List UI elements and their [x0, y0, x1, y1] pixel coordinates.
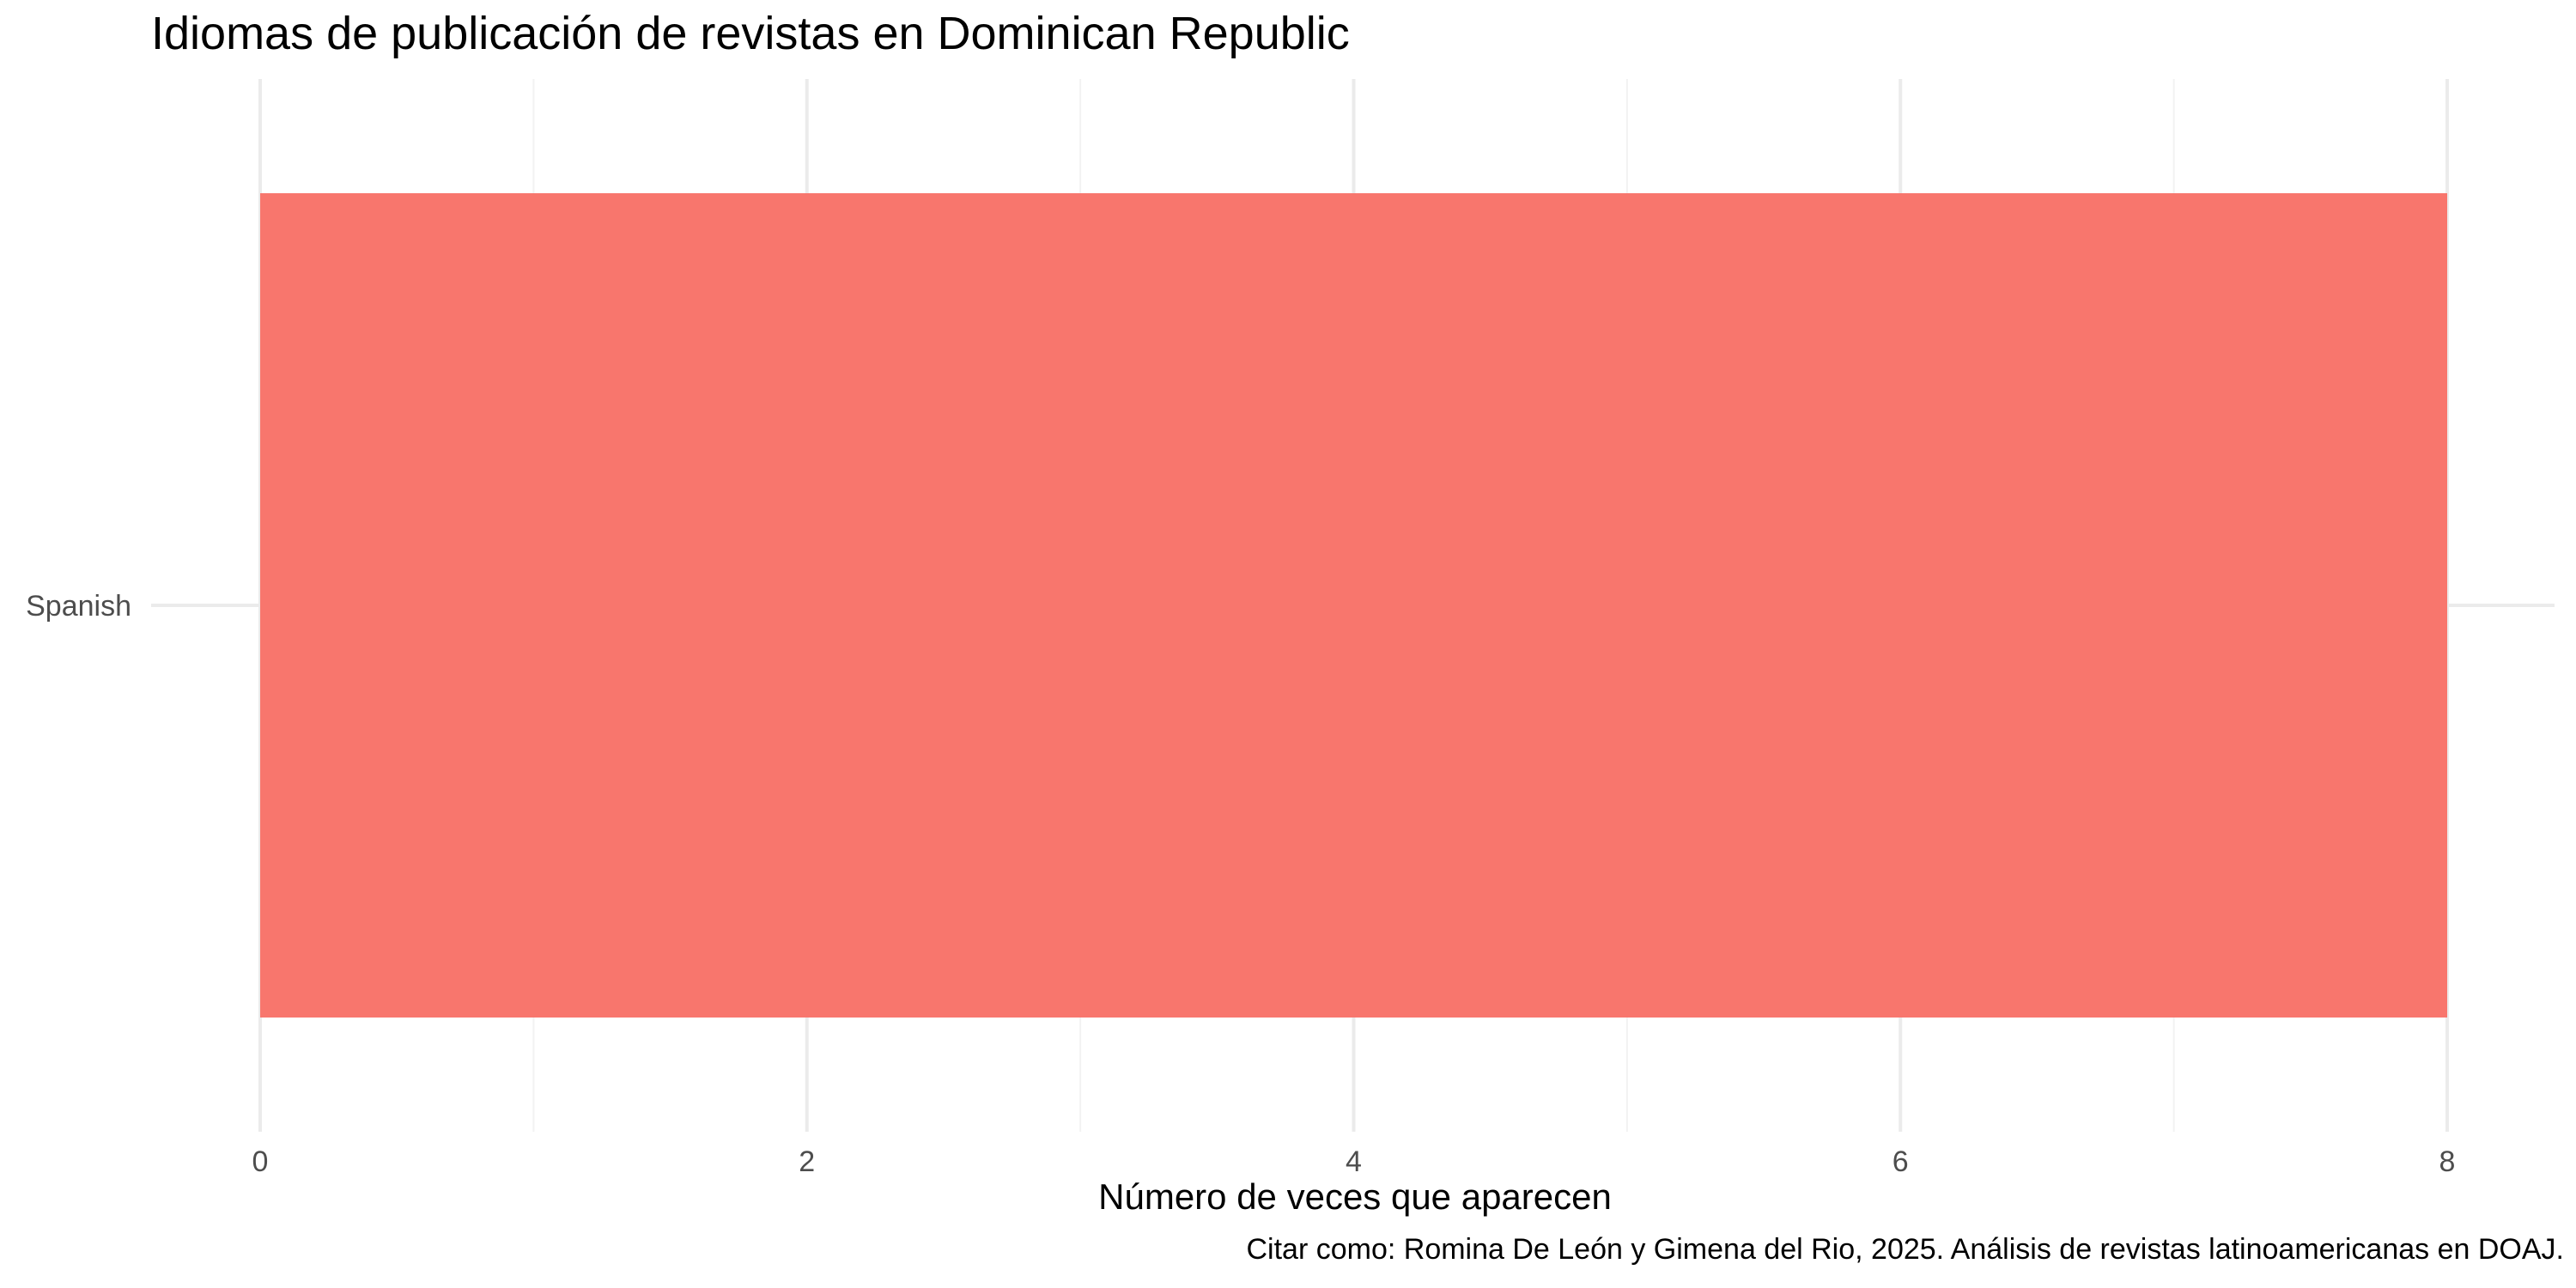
x-tick-label: 6: [1893, 1145, 1909, 1178]
x-tick-label: 8: [2439, 1145, 2456, 1178]
bars: [260, 193, 2447, 1018]
y-tick-label: Spanish: [26, 590, 131, 623]
x-tick-label: 0: [252, 1145, 269, 1178]
bar-spanish: [260, 193, 2447, 1018]
x-axis-label: Número de veces que aparecen: [1098, 1176, 1612, 1217]
chart-title: Idiomas de publicación de revistas en Do…: [151, 8, 1350, 59]
y-axis-ticks: Spanish: [26, 590, 131, 623]
x-tick-label: 4: [1346, 1145, 1362, 1178]
citation-caption: Citar como: Romina De León y Gimena del …: [1246, 1233, 2565, 1266]
x-axis-ticks: 0 2 4 6 8: [252, 1145, 2456, 1178]
x-tick-label: 2: [799, 1145, 815, 1178]
